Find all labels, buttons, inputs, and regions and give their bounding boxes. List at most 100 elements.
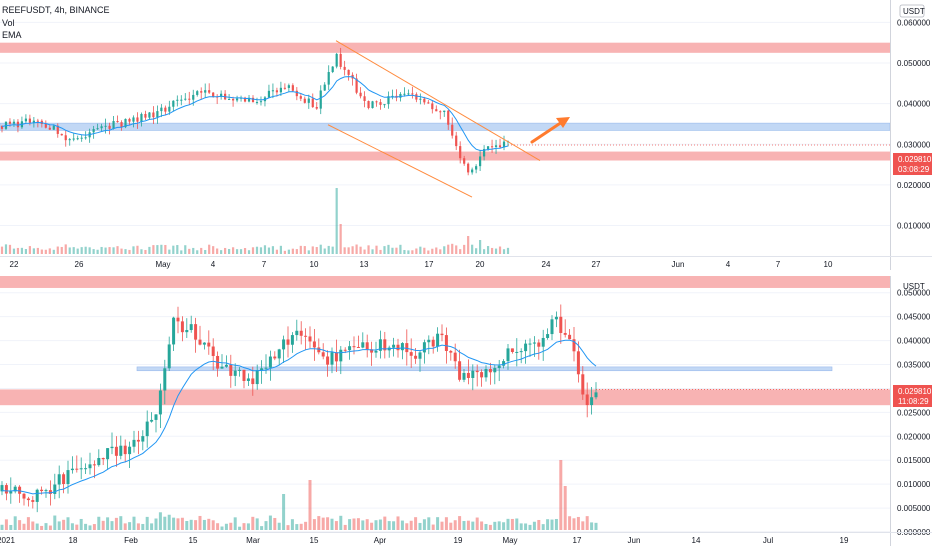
candle-body bbox=[184, 98, 187, 100]
volume-bar bbox=[502, 249, 506, 254]
candle-body bbox=[180, 99, 183, 101]
volume-bar bbox=[451, 243, 454, 254]
volume-bar bbox=[48, 525, 52, 530]
volume-bar bbox=[110, 521, 114, 530]
candle-body bbox=[463, 158, 466, 164]
candle-body bbox=[343, 349, 347, 351]
candle-body bbox=[247, 97, 251, 102]
volume-bar bbox=[502, 522, 506, 530]
bottom-price-axis[interactable]: 0.0500000.0450000.0400000.0350000.030000… bbox=[890, 276, 931, 546]
candle-body bbox=[378, 339, 382, 351]
volume-bar bbox=[140, 249, 143, 254]
candle-body bbox=[56, 125, 59, 134]
candle-body bbox=[204, 90, 207, 93]
candle-body bbox=[528, 343, 532, 345]
candle-body bbox=[519, 351, 523, 353]
volume-bar bbox=[180, 517, 184, 530]
candle-body bbox=[64, 135, 67, 141]
candle-body bbox=[198, 339, 202, 345]
candle-body bbox=[330, 352, 334, 365]
volume-bar bbox=[66, 517, 70, 530]
candle-body bbox=[515, 351, 519, 353]
candle-body bbox=[36, 120, 39, 122]
candle-body bbox=[359, 92, 362, 97]
time-tick-label: Jun bbox=[672, 260, 685, 269]
candle-body bbox=[97, 457, 101, 466]
volume-bar bbox=[528, 524, 532, 530]
volume-bar bbox=[238, 526, 242, 530]
volume-bar bbox=[188, 248, 191, 254]
volume-bar bbox=[427, 517, 431, 530]
volume-bar bbox=[84, 523, 88, 530]
candle-body bbox=[498, 145, 502, 148]
time-tick-label: 17 bbox=[425, 260, 434, 269]
top-price-axis[interactable]: 0.060000 0.050000 0.040000 0.030000 0.020000… bbox=[890, 0, 931, 270]
candle-body bbox=[92, 464, 96, 466]
candle-body bbox=[176, 317, 180, 322]
candle-body bbox=[339, 349, 343, 362]
volume-bar bbox=[282, 494, 286, 530]
candle-body bbox=[188, 98, 191, 100]
volume-bar bbox=[471, 244, 474, 254]
ema-indicator-label[interactable]: EMA bbox=[2, 30, 22, 40]
time-tick-label: Apr bbox=[374, 536, 387, 545]
candle-body bbox=[200, 91, 203, 93]
top-currency-label[interactable]: USDT bbox=[899, 4, 925, 18]
volume-bar bbox=[440, 521, 444, 530]
candle-body bbox=[229, 364, 233, 376]
candle-body bbox=[407, 93, 410, 95]
volume-bar bbox=[311, 246, 314, 254]
volume-bar bbox=[488, 524, 492, 530]
candle-body bbox=[62, 474, 66, 484]
candle-body bbox=[267, 90, 271, 98]
volume-bar bbox=[331, 246, 334, 254]
volume-bar bbox=[396, 516, 400, 530]
volume-bar bbox=[299, 245, 302, 254]
volume-indicator-label[interactable]: Vol bbox=[2, 18, 15, 28]
candle-body bbox=[12, 121, 16, 124]
symbol-title[interactable]: REEFUSDT, 4h, BINANCE bbox=[2, 5, 110, 15]
volume-bar bbox=[308, 480, 312, 530]
bottom-chart-pane[interactable] bbox=[0, 276, 890, 533]
candle-body bbox=[550, 319, 554, 335]
volume-bar bbox=[112, 247, 115, 254]
volume-bar bbox=[355, 244, 358, 254]
price-tick-label: 0.010000 bbox=[897, 480, 931, 489]
candle-body bbox=[371, 101, 374, 109]
volume-bar bbox=[212, 246, 215, 254]
candle-body bbox=[92, 129, 95, 133]
volume-bar bbox=[449, 522, 453, 530]
volume-bar bbox=[4, 519, 8, 530]
volume-bar bbox=[158, 512, 162, 530]
volume-bar bbox=[189, 519, 193, 530]
candle-body bbox=[327, 72, 330, 85]
volume-bar bbox=[150, 523, 154, 530]
top-chart-pane[interactable] bbox=[0, 21, 891, 254]
volume-bar bbox=[291, 248, 294, 254]
price-tick-label: 0.015000 bbox=[897, 456, 931, 465]
volume-bar bbox=[88, 247, 91, 254]
volume-bar bbox=[431, 248, 434, 254]
candle-body bbox=[475, 370, 479, 373]
candle-body bbox=[124, 118, 127, 128]
candle-body bbox=[57, 474, 61, 485]
candle-body bbox=[361, 342, 365, 348]
volume-bar bbox=[120, 248, 123, 254]
volume-bar bbox=[335, 188, 338, 254]
volume-bar bbox=[40, 525, 44, 530]
candle-body bbox=[422, 342, 426, 353]
volume-bar bbox=[550, 519, 554, 530]
volume-bar bbox=[228, 249, 231, 254]
candle-body bbox=[287, 85, 290, 88]
volume-bar bbox=[363, 249, 366, 254]
price-tick-label: 0.005000 bbox=[897, 504, 931, 513]
time-tick-label: 27 bbox=[592, 260, 601, 269]
candle-body bbox=[304, 335, 308, 337]
volume-bar bbox=[315, 247, 318, 254]
time-tick-label: 7 bbox=[776, 260, 781, 269]
candle-body bbox=[439, 111, 442, 113]
time-tick-label: 15 bbox=[310, 536, 319, 545]
volume-bar bbox=[585, 516, 589, 530]
candle-body bbox=[356, 346, 360, 348]
